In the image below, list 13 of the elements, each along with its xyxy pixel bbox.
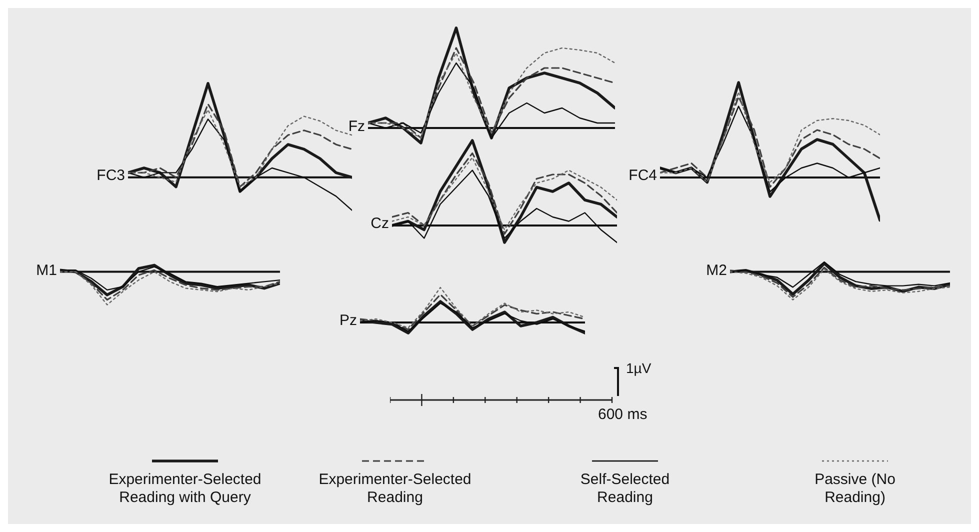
text: FC3 [96,166,125,184]
text: Fz [348,118,365,135]
text: Cz [370,215,389,232]
text: 1µV [626,360,652,376]
legend-label: Experimenter-Selected Reading with Query [108,471,262,507]
legend-label: Passive (No Reading) [814,471,896,507]
legend-label: Self-Selected Reading [579,471,671,507]
chart-title: M1 [36,262,57,279]
text: 600 ms [598,406,648,423]
legend-label: Experimenter-Selected Reading [318,471,472,507]
chart-title: M2 [706,262,727,279]
text: FC4 [628,167,657,184]
text: Pz [339,312,357,329]
